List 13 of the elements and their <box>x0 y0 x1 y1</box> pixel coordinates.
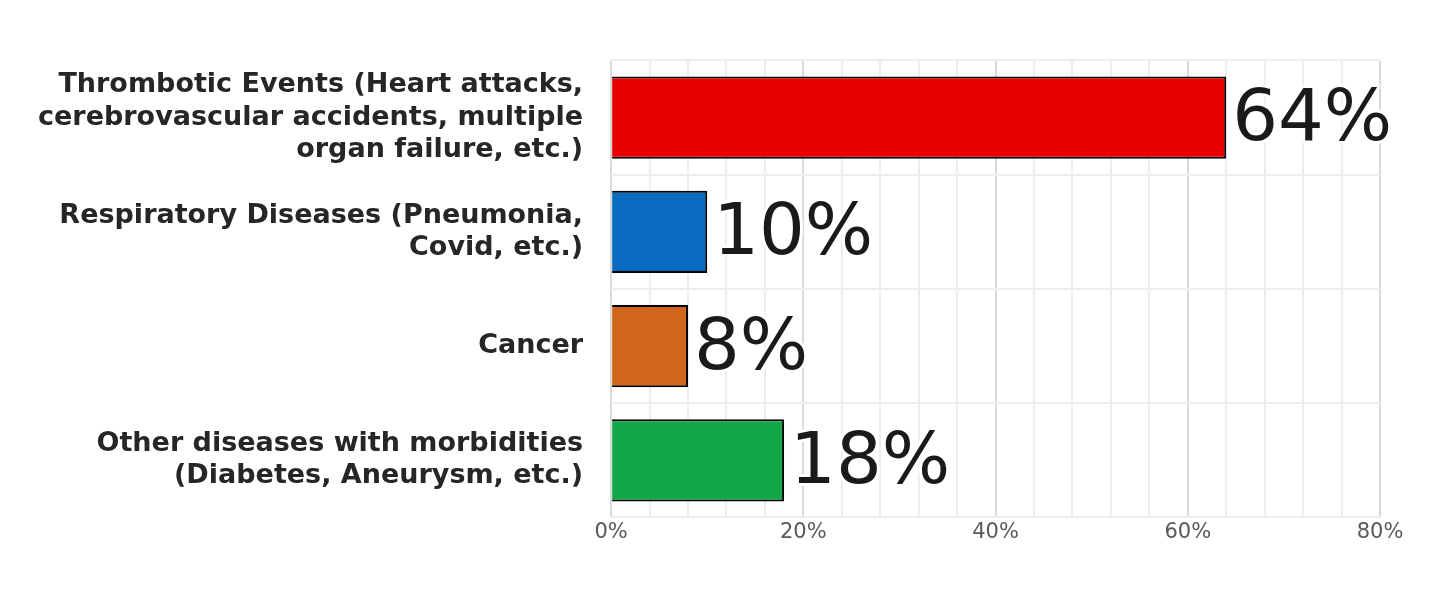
x-tick-label: 20% <box>779 519 827 544</box>
y-tick-label: Respiratory Diseases (Pneumonia, Covid, etc.) <box>59 197 584 261</box>
x-tick-label: 60% <box>1164 519 1212 544</box>
data-label: 18% <box>790 415 951 500</box>
y-tick-label: Cancer <box>478 328 584 360</box>
data-label: 10% <box>713 187 874 272</box>
data-label: 64% <box>1232 73 1393 158</box>
data-label: 8% <box>693 301 809 386</box>
y-tick-label: Thrombotic Events (Heart attacks, cerebrovascular accidents, multiple organ failure, etc.) <box>38 67 584 163</box>
x-tick-label: 40% <box>972 519 1019 544</box>
x-tick-label: 80% <box>1356 519 1404 544</box>
x-tick-label: 0% <box>594 519 628 544</box>
y-tick-label: Other diseases with morbidities (Diabetes, Aneurysm, etc.) <box>96 426 584 490</box>
